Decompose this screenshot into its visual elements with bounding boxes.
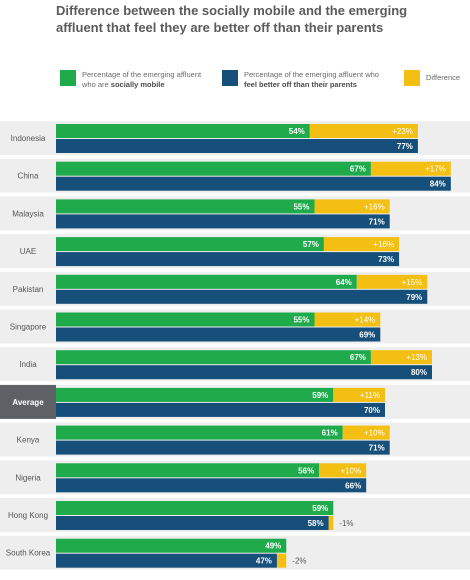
data-label-socially-mobile: 67% <box>350 353 366 362</box>
category-label: South Korea <box>6 549 51 558</box>
bar-difference <box>309 124 418 138</box>
bar-socially-mobile <box>56 312 315 327</box>
category-label: Kenya <box>17 436 40 445</box>
data-label-better-off: 79% <box>406 293 422 302</box>
bar-socially-mobile <box>56 237 324 252</box>
legend-text-difference: Difference <box>426 73 461 82</box>
bar-socially-mobile <box>56 463 320 478</box>
legend-swatch-yellow <box>404 70 420 86</box>
category-label: Malaysia <box>12 209 44 218</box>
data-label-better-off: 69% <box>359 331 375 340</box>
data-label-better-off: 84% <box>430 180 446 189</box>
data-label-socially-mobile: 67% <box>350 165 366 174</box>
data-label-socially-mobile: 54% <box>289 127 305 136</box>
category-label: Indonesia <box>11 134 46 143</box>
bar-difference <box>370 161 451 176</box>
category-label: Average <box>12 398 44 407</box>
data-label-difference: +10% <box>341 466 362 475</box>
data-label-better-off: 77% <box>397 142 413 151</box>
data-label-difference: +13% <box>406 353 427 362</box>
bar-socially-mobile <box>56 199 315 214</box>
bar-difference <box>333 387 385 402</box>
data-label-better-off: 71% <box>369 217 385 226</box>
legend: Percentage of the emerging affluent who … <box>0 0 470 110</box>
data-label-difference: +11% <box>360 391 380 400</box>
bar-better-off <box>56 516 329 530</box>
data-label-socially-mobile: 64% <box>336 278 352 287</box>
chart-title-line-1: Difference between the socially mobile a… <box>56 3 408 18</box>
data-label-better-off: 71% <box>369 444 385 453</box>
bar-socially-mobile <box>56 501 334 515</box>
category-label: Pakistan <box>13 285 44 294</box>
data-label-difference: +14% <box>355 316 376 325</box>
category-label: UAE <box>20 247 36 256</box>
data-label-difference: +23% <box>392 127 413 136</box>
data-label-socially-mobile: 55% <box>293 316 309 325</box>
bar-better-off <box>56 214 390 229</box>
bar-better-off <box>56 176 451 191</box>
legend-swatch-green <box>60 70 76 86</box>
bar-better-off <box>56 139 418 153</box>
data-label-socially-mobile: 59% <box>312 504 328 513</box>
chart-title: Difference between the socially mobile a… <box>56 2 466 36</box>
data-label-difference: +10% <box>364 429 385 438</box>
bar-socially-mobile <box>56 350 371 365</box>
data-label-difference: +17% <box>425 165 446 174</box>
bar-better-off <box>56 553 277 568</box>
bar-better-off <box>56 365 432 380</box>
bar-socially-mobile <box>56 161 371 176</box>
data-label-socially-mobile: 59% <box>312 391 328 400</box>
bar-better-off <box>56 289 428 304</box>
bar-socially-mobile <box>56 124 310 138</box>
category-label: Nigeria <box>15 473 41 482</box>
bar-socially-mobile <box>56 538 287 553</box>
bar-better-off <box>56 327 381 342</box>
category-label: China <box>18 172 39 181</box>
bar-better-off <box>56 478 367 493</box>
bar-better-off <box>56 252 400 267</box>
highlight-label-background <box>0 384 56 419</box>
category-label: India <box>19 360 37 369</box>
bar-difference <box>370 350 432 365</box>
bar-better-off <box>56 440 390 455</box>
data-label-better-off: 47% <box>256 557 272 566</box>
bar-better-off <box>56 402 385 417</box>
data-label-better-off: 58% <box>308 519 324 528</box>
data-label-socially-mobile: 55% <box>293 202 309 211</box>
legend-swatch-blue <box>222 70 238 86</box>
data-label-socially-mobile: 57% <box>303 240 319 249</box>
legend-text-socially-mobile: Percentage of the emerging affluent who … <box>82 70 202 89</box>
category-label: Singapore <box>10 323 47 332</box>
data-label-difference: +16% <box>364 202 385 211</box>
bar-difference <box>276 553 287 568</box>
data-label-difference: -1% <box>339 519 353 528</box>
chart-title-line-2: affluent that feel they are better off t… <box>56 20 384 35</box>
data-label-socially-mobile: 61% <box>322 429 338 438</box>
bar-difference <box>356 274 428 289</box>
data-label-better-off: 70% <box>364 406 380 415</box>
category-label: Hong Kong <box>8 511 48 520</box>
bar-socially-mobile <box>56 425 343 440</box>
bar-socially-mobile <box>56 387 334 402</box>
data-label-difference: +15% <box>402 278 423 287</box>
bar-difference <box>342 425 390 440</box>
legend-text-better-off: Percentage of the emerging affluent who … <box>244 70 379 89</box>
bar-difference <box>319 463 367 478</box>
data-label-socially-mobile: 49% <box>265 542 281 551</box>
bar-difference <box>328 516 334 530</box>
data-label-better-off: 80% <box>411 368 427 377</box>
bar-difference <box>314 312 381 327</box>
data-label-difference: +16% <box>373 240 394 249</box>
data-label-better-off: 73% <box>378 255 394 264</box>
bar-difference <box>314 199 390 214</box>
data-label-better-off: 66% <box>345 481 361 490</box>
bar-socially-mobile <box>56 274 357 289</box>
bar-difference <box>323 237 400 252</box>
data-label-socially-mobile: 56% <box>298 466 314 475</box>
data-label-difference: -2% <box>292 557 306 566</box>
